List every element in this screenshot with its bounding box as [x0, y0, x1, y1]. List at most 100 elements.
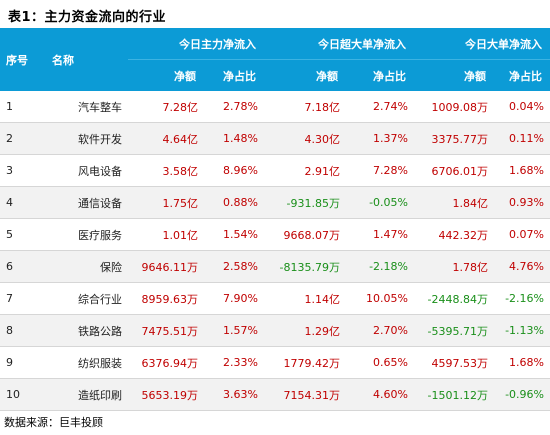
- row-industry-name: 铁路公路: [52, 314, 128, 347]
- row-industry-name: 纺织服装: [52, 346, 128, 379]
- row-value: 1009.08万: [414, 91, 494, 123]
- row-value: -5395.71万: [414, 314, 494, 347]
- header-name: 名称: [52, 28, 128, 91]
- row-value: 1.01亿: [128, 218, 204, 251]
- row-value: 1.47%: [346, 218, 414, 251]
- row-seq: 2: [0, 122, 52, 155]
- row-value: -1501.12万: [414, 378, 494, 411]
- row-seq: 5: [0, 218, 52, 251]
- row-value: 0.93%: [494, 186, 550, 219]
- row-industry-name: 软件开发: [52, 122, 128, 155]
- header-sub: 净占比: [204, 59, 264, 91]
- header-sub: 净占比: [494, 59, 550, 91]
- row-value: 2.91亿: [264, 154, 346, 187]
- row-value: 3.63%: [204, 378, 264, 411]
- row-value: 4.64亿: [128, 122, 204, 155]
- table-row: 2 软件开发 4.64亿 1.48% 4.30亿 1.37% 3375.77万 0.11%: [0, 122, 550, 155]
- row-value: 6706.01万: [414, 154, 494, 187]
- fund-flow-table: 序号 名称 今日主力净流入 今日超大单净流入 今日大单净流入 净额 净占比 净额…: [0, 28, 550, 411]
- row-value: 1.54%: [204, 218, 264, 251]
- row-industry-name: 造纸印刷: [52, 378, 128, 411]
- row-value: 2.78%: [204, 91, 264, 123]
- row-value: 4.60%: [346, 378, 414, 411]
- row-value: -8135.79万: [264, 250, 346, 283]
- table-row: 7 综合行业 8959.63万 7.90% 1.14亿 10.05% -2448.84万 -2…: [0, 282, 550, 315]
- row-value: 6376.94万: [128, 346, 204, 379]
- row-value: 7.90%: [204, 282, 264, 315]
- row-value: 442.32万: [414, 218, 494, 251]
- row-value: -2448.84万: [414, 282, 494, 315]
- row-value: 9668.07万: [264, 218, 346, 251]
- row-value: 7.28亿: [128, 91, 204, 123]
- row-value: 3375.77万: [414, 122, 494, 155]
- row-industry-name: 通信设备: [52, 186, 128, 219]
- row-value: 1.29亿: [264, 314, 346, 347]
- row-seq: 10: [0, 378, 52, 411]
- row-value: 1.57%: [204, 314, 264, 347]
- table-title: 表1：主力资金流向的行业: [8, 10, 167, 25]
- row-value: 4.76%: [494, 250, 550, 283]
- table-row: 8 铁路公路 7475.51万 1.57% 1.29亿 2.70% -5395.71万 -1.…: [0, 314, 550, 347]
- row-value: 7.18亿: [264, 91, 346, 123]
- row-value: -931.85万: [264, 186, 346, 219]
- row-value: -2.16%: [494, 282, 550, 315]
- row-seq: 1: [0, 91, 52, 123]
- row-value: 0.11%: [494, 122, 550, 155]
- row-value: 1.75亿: [128, 186, 204, 219]
- row-value: 10.05%: [346, 282, 414, 315]
- row-value: 9646.11万: [128, 250, 204, 283]
- row-value: 1.68%: [494, 154, 550, 187]
- row-value: 8.96%: [204, 154, 264, 187]
- row-seq: 4: [0, 186, 52, 219]
- data-source: 数据来源：巨丰投顾: [4, 416, 103, 429]
- header-sub: 净额: [128, 59, 204, 91]
- row-value: -1.13%: [494, 314, 550, 347]
- header-seq: 序号: [0, 28, 52, 91]
- row-value: -2.18%: [346, 250, 414, 283]
- table-row: 10 造纸印刷 5653.19万 3.63% 7154.31万 4.60% -1501.12…: [0, 378, 550, 411]
- table-row: 3 风电设备 3.58亿 8.96% 2.91亿 7.28% 6706.01万 1.68%: [0, 154, 550, 187]
- row-industry-name: 综合行业: [52, 282, 128, 315]
- table-row: 6 保险 9646.11万 2.58% -8135.79万 -2.18% 1.78亿 4.76…: [0, 250, 550, 283]
- row-value: 7154.31万: [264, 378, 346, 411]
- row-industry-name: 保险: [52, 250, 128, 283]
- row-value: 1.48%: [204, 122, 264, 155]
- header-sub: 净占比: [346, 59, 414, 91]
- row-seq: 8: [0, 314, 52, 347]
- row-value: 7475.51万: [128, 314, 204, 347]
- row-value: 1.84亿: [414, 186, 494, 219]
- row-value: -0.05%: [346, 186, 414, 219]
- row-value: 8959.63万: [128, 282, 204, 315]
- row-value: -0.96%: [494, 378, 550, 411]
- row-value: 2.74%: [346, 91, 414, 123]
- row-value: 4597.53万: [414, 346, 494, 379]
- row-industry-name: 汽车整车: [52, 91, 128, 123]
- row-seq: 9: [0, 346, 52, 379]
- row-value: 7.28%: [346, 154, 414, 187]
- row-value: 4.30亿: [264, 122, 346, 155]
- row-industry-name: 风电设备: [52, 154, 128, 187]
- row-value: 2.33%: [204, 346, 264, 379]
- row-seq: 6: [0, 250, 52, 283]
- header-sub: 净额: [414, 59, 494, 91]
- header-group-super: 今日超大单净流入: [264, 28, 414, 60]
- row-value: 1.37%: [346, 122, 414, 155]
- row-value: 0.07%: [494, 218, 550, 251]
- header-sub: 净额: [264, 59, 346, 91]
- row-value: 5653.19万: [128, 378, 204, 411]
- row-value: 1.78亿: [414, 250, 494, 283]
- row-value: 0.88%: [204, 186, 264, 219]
- row-value: 1.68%: [494, 346, 550, 379]
- table-row: 9 纺织服装 6376.94万 2.33% 1779.42万 0.65% 4597.53万 1…: [0, 346, 550, 379]
- row-seq: 3: [0, 154, 52, 187]
- row-value: 2.58%: [204, 250, 264, 283]
- table-row: 1 汽车整车 7.28亿 2.78% 7.18亿 2.74% 1009.08万 0.04%: [0, 91, 550, 123]
- row-value: 0.65%: [346, 346, 414, 379]
- row-value: 3.58亿: [128, 154, 204, 187]
- row-industry-name: 医疗服务: [52, 218, 128, 251]
- row-value: 1.14亿: [264, 282, 346, 315]
- row-seq: 7: [0, 282, 52, 315]
- row-value: 1779.42万: [264, 346, 346, 379]
- row-value: 0.04%: [494, 91, 550, 123]
- header-group-main: 今日主力净流入: [128, 28, 264, 60]
